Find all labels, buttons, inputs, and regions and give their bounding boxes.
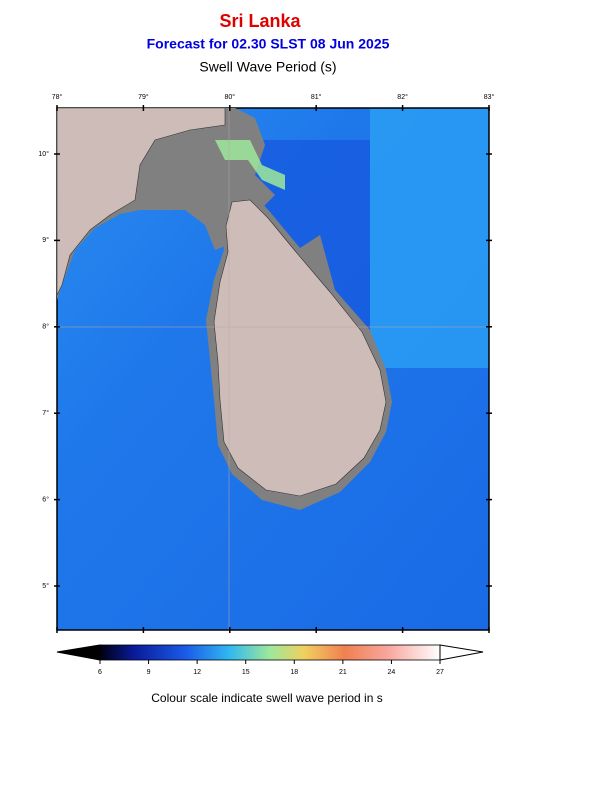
- colorbar: 6 9 12 15 18 21 24 27: [56, 644, 484, 676]
- india-land: [56, 107, 226, 296]
- colorbar-tick-label: 18: [290, 669, 298, 676]
- title: Sri Lanka: [219, 11, 301, 31]
- colorbar-tick-label: 6: [98, 669, 102, 676]
- lon-label: 78°: [52, 93, 63, 101]
- lon-label: 81°: [311, 93, 322, 101]
- lat-label: 9°: [42, 236, 49, 244]
- map-frame: [56, 107, 490, 631]
- caption: Colour scale indicate swell wave period …: [151, 691, 382, 705]
- lon-label: 80°: [225, 93, 236, 101]
- lat-label: 6°: [42, 495, 49, 503]
- lon-label: 83°: [484, 93, 495, 101]
- map-title: Swell Wave Period (s): [199, 59, 336, 75]
- colorbar-tick-label: 21: [339, 669, 347, 676]
- colorbar-low-arrow: [56, 644, 101, 661]
- lon-label: 79°: [138, 93, 149, 101]
- colorbar-tick-label: 12: [193, 669, 201, 676]
- map: 78° 79° 80° 81° 82° 83° 10° 9° 8° 7° 6° 5°: [38, 93, 494, 633]
- lat-label: 7°: [42, 409, 49, 417]
- lon-label: 82°: [397, 93, 408, 101]
- frame-labels: 78° 79° 80° 81° 82° 83° 10° 9° 8° 7° 6° 5°: [38, 93, 494, 633]
- ocean-shade: [370, 108, 489, 368]
- colorbar-scale: [99, 644, 441, 661]
- colorbar-tick-label: 9: [147, 669, 151, 676]
- colorbar-ticks: 6 9 12 15 18 21 24 27: [98, 660, 444, 676]
- colorbar-tick-label: 15: [242, 669, 250, 676]
- swell-patch: [215, 140, 285, 190]
- lat-label: 8°: [42, 323, 49, 331]
- colorbar-tick-label: 24: [388, 669, 396, 676]
- lat-label: 5°: [42, 582, 49, 590]
- colorbar-tick-label: 27: [436, 669, 444, 676]
- colorbar-high-arrow: [439, 644, 484, 661]
- lat-label: 10°: [38, 150, 49, 158]
- subtitle: Forecast for 02.30 SLST 08 Jun 2025: [147, 36, 390, 52]
- sri-lanka-land: [213, 199, 387, 497]
